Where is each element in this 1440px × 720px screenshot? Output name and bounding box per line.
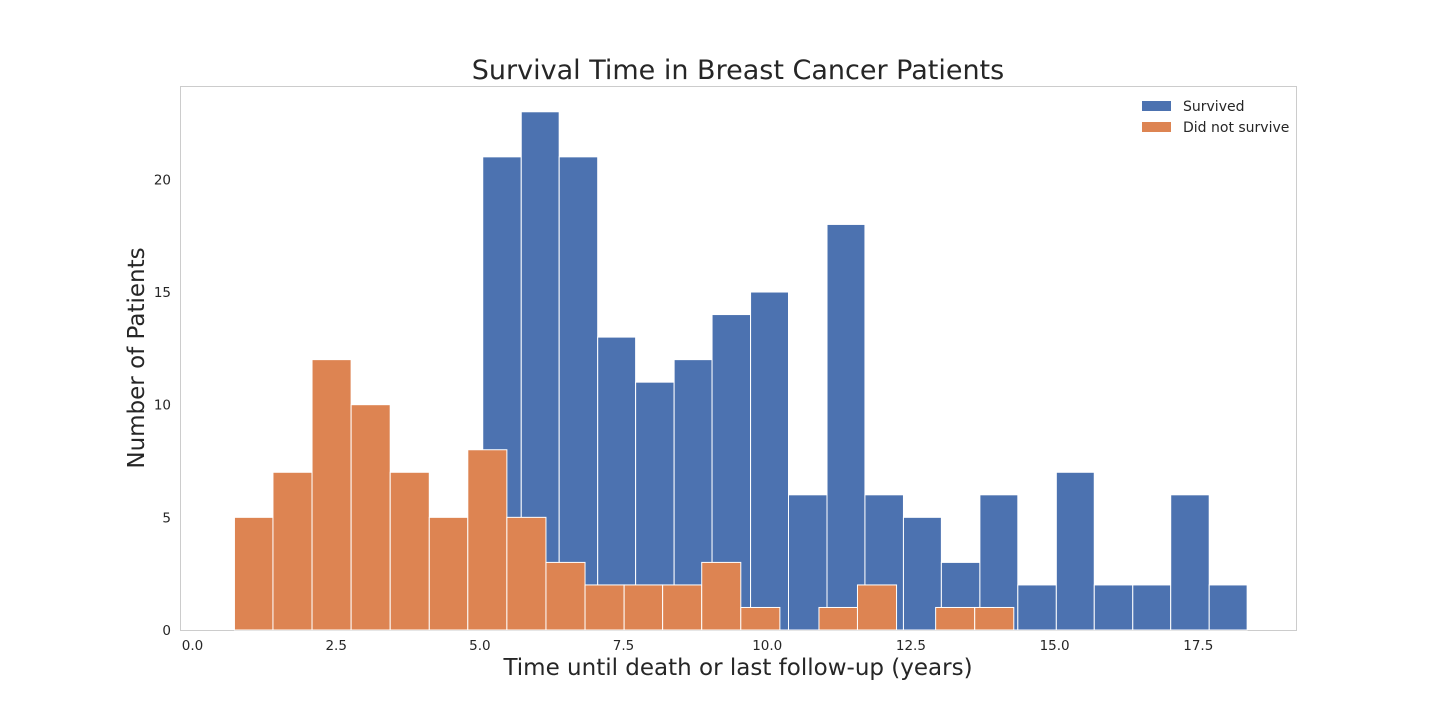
x-tick-label: 15.0 bbox=[1040, 638, 1070, 654]
histogram-bars bbox=[233, 111, 1248, 631]
legend-label-did-not-survive: Did not survive bbox=[1183, 120, 1289, 136]
y-tick-label: 5 bbox=[162, 510, 171, 526]
bar-did-not-survive-2 bbox=[311, 359, 352, 631]
bar-survived-7 bbox=[750, 291, 790, 631]
x-tick-label: 5.0 bbox=[469, 638, 490, 654]
y-tick-label: 15 bbox=[154, 285, 171, 301]
bar-survived-9 bbox=[826, 223, 866, 631]
legend: Survived Did not survive bbox=[1142, 99, 1289, 136]
bar-did-not-survive-7 bbox=[506, 516, 547, 631]
bar-did-not-survive-0 bbox=[233, 516, 274, 631]
bar-survived-11 bbox=[902, 516, 942, 631]
x-tick-label: 10.0 bbox=[752, 638, 782, 654]
x-tick-label: 17.5 bbox=[1183, 638, 1213, 654]
y-tick-label: 0 bbox=[162, 623, 171, 639]
bar-did-not-survive-13 bbox=[740, 606, 781, 631]
bar-did-not-survive-19 bbox=[974, 606, 1015, 631]
bar-survived-2 bbox=[558, 156, 599, 631]
legend-swatch-survived bbox=[1142, 101, 1171, 111]
bar-did-not-survive-5 bbox=[428, 516, 469, 631]
x-tick-label: 2.5 bbox=[325, 638, 346, 654]
y-tick-label: 10 bbox=[154, 398, 171, 414]
bar-survived-14 bbox=[1017, 584, 1057, 631]
bar-did-not-survive-8 bbox=[545, 561, 586, 631]
x-axis-ticks: 0.0 2.5 5.0 7.5 10.0 12.5 15.0 17.5 bbox=[182, 638, 1214, 654]
y-axis-ticks: 0 5 10 15 20 bbox=[154, 172, 171, 639]
x-tick-label: 7.5 bbox=[613, 638, 634, 654]
bar-survived-16 bbox=[1093, 584, 1134, 631]
y-axis-label: Number of Patients bbox=[124, 247, 150, 468]
bar-did-not-survive-1 bbox=[272, 471, 313, 631]
chart-title: Survival Time in Breast Cancer Patients bbox=[472, 55, 1004, 86]
bar-did-not-survive-6 bbox=[467, 449, 508, 631]
bar-did-not-survive-3 bbox=[350, 404, 391, 631]
bar-survived-17 bbox=[1132, 584, 1172, 631]
bar-did-not-survive-18 bbox=[935, 606, 976, 631]
bar-did-not-survive-9 bbox=[584, 584, 625, 631]
bar-survived-15 bbox=[1055, 471, 1095, 631]
bar-survived-19 bbox=[1208, 584, 1248, 631]
bar-survived-18 bbox=[1170, 494, 1210, 631]
bar-did-not-survive-12 bbox=[701, 561, 742, 631]
x-axis-label: Time until death or last follow-up (year… bbox=[502, 655, 972, 681]
legend-swatch-did-not-survive bbox=[1142, 122, 1171, 132]
legend-label-survived: Survived bbox=[1183, 99, 1244, 115]
x-tick-label: 12.5 bbox=[896, 638, 926, 654]
y-tick-label: 20 bbox=[154, 172, 171, 188]
bar-did-not-survive-10 bbox=[623, 584, 664, 631]
bar-did-not-survive-15 bbox=[818, 606, 858, 631]
bar-did-not-survive-16 bbox=[856, 584, 898, 631]
bar-did-not-survive-4 bbox=[389, 471, 430, 631]
x-tick-label: 0.0 bbox=[182, 638, 203, 654]
bar-did-not-survive-11 bbox=[662, 584, 703, 631]
